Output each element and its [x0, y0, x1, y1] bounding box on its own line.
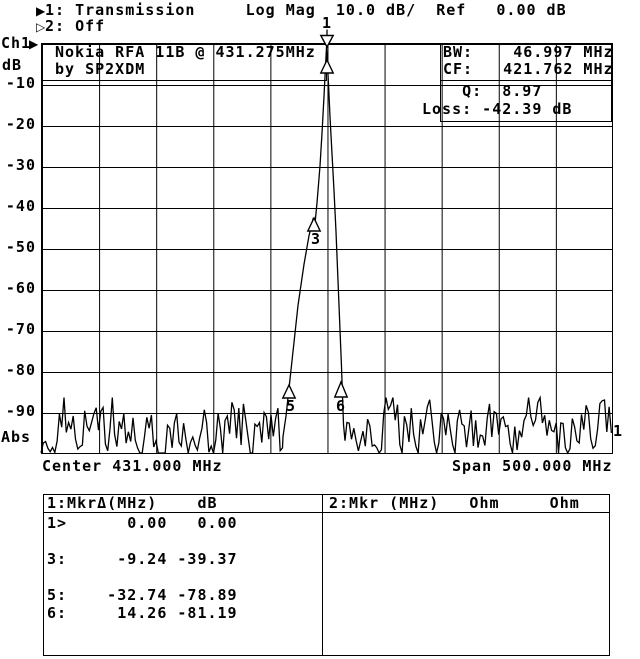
y-axis-label: -60 — [5, 279, 36, 297]
marker-table-ch1: 1:MkrΔ(MHz) dB 1> 0.00 0.00 3: -9.24 -39… — [43, 494, 323, 656]
marker-table-ch2-divider — [323, 512, 609, 513]
q-loss-values: Q: 8.97 Loss: -42.39 dB — [422, 82, 573, 118]
marker-table-ch2-header: 2:Mkr (MHz) Ohm Ohm — [329, 494, 580, 512]
channel-marker-icon: ▶ — [29, 37, 39, 51]
y-axis-label: -50 — [5, 238, 36, 256]
center-frequency-label: Center 431.000 MHz — [42, 457, 223, 475]
title-annotation-text: Nokia RFA 11B @ 431.275MHz by SP2XDM — [55, 43, 316, 78]
y-axis-label: -40 — [5, 197, 36, 215]
marker-table-ch2: 2:Mkr (MHz) Ohm Ohm — [322, 494, 610, 656]
marker-table-ch1-rows: 1> 0.00 0.00 3: -9.24 -39.37 5: -32.74 -… — [47, 514, 238, 622]
y-axis-label: -10 — [5, 74, 36, 92]
y-axis-label: -30 — [5, 156, 36, 174]
y-axis-label: -90 — [5, 402, 36, 420]
header-trace1-settings: 1: Transmission Log Mag 10.0 dB/ Ref 0.0… — [45, 1, 567, 19]
span-label: Span 500.000 MHz — [452, 457, 613, 475]
y-axis-unit-label: dB — [2, 56, 23, 74]
channel-label: Ch1 — [1, 34, 32, 52]
bw-cf-values: BW: 46.997 MHz CF: 421.762 MHz — [443, 43, 614, 78]
y-axis-label: -80 — [5, 361, 36, 379]
trace-id-label: 1 — [613, 422, 622, 440]
y-axis-label: -70 — [5, 320, 36, 338]
trace1-active-icon: ▶ — [36, 4, 46, 18]
marker-table-ch1-divider — [44, 512, 322, 513]
marker-table-ch1-header: 1:MkrΔ(MHz) dB — [47, 494, 218, 512]
trace2-inactive-icon: ▷ — [36, 20, 46, 34]
y-axis-label: -20 — [5, 115, 36, 133]
header-trace2-state: 2: Off — [45, 17, 106, 35]
y-axis-bottom-label: Abs — [1, 428, 32, 446]
